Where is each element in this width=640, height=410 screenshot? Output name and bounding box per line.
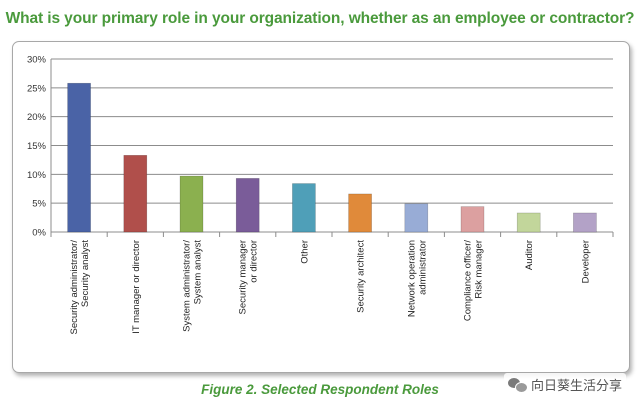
x-tick-label: Network operation administrator [406,240,428,317]
y-tick-label: 0% [32,228,46,239]
bar [179,175,204,233]
bar [292,183,316,233]
x-tick-label: System administrator/System analyst [182,240,204,332]
watermark: 向日葵生活分享 [503,373,626,396]
x-tick-label-line: System administrator/ [182,240,193,332]
x-tick-label-line: Compliance officer/ [463,240,474,322]
chart-title: What is your primary role in your organi… [5,10,635,27]
x-tick-label-line: System analyst [193,240,204,305]
x-tick-label-line: Security administrator/ [69,240,80,335]
x-tick-label-line: Security analyst [80,240,91,307]
chart-frame: 0% 5% 10% 15% 20% 25% 30% Security administrato… [12,41,630,373]
x-tick-label: IT manager or director [131,240,142,334]
x-tick-label: Security manager or director [238,240,260,314]
x-tick-label-line: Security manager [238,240,249,314]
x-tick-label-line: Other [299,240,310,264]
bar [235,178,260,233]
bar [67,82,91,233]
bar [404,203,429,233]
x-tick-label-line: Network operation [406,240,417,317]
x-tick-label: Developer [580,240,591,283]
bar-chart: 0% 5% 10% 15% 20% 25% 30% Security administrato… [27,55,614,335]
x-tick-label: Security architect [356,240,367,313]
bar [460,206,485,233]
wechat-icon [507,377,528,393]
y-tick-label: 20% [27,112,47,123]
bar [123,155,148,233]
x-tick-label-line: Developer [580,240,591,283]
watermark-text: 向日葵生活分享 [530,378,622,393]
bar [573,212,597,233]
x-tick-label: Security administrator/Security analyst [69,240,91,335]
bar [348,193,372,233]
x-tick-label-line: IT manager or director [131,240,142,334]
bar [516,212,541,233]
y-tick-label: 30% [27,55,47,66]
figure-caption: Figure 2. Selected Respondent Roles [201,382,439,397]
x-tick-label-line: administrator [417,240,428,295]
x-tick-label-line: Security architect [356,240,367,313]
y-tick-label: 10% [27,170,47,181]
x-tick-label-line: or director [249,240,260,283]
x-tick-label: Compliance officer/Risk manager [463,240,485,322]
y-tick-label: 15% [27,141,47,152]
x-tick-label: Auditor [524,240,535,270]
x-tick-label-line: Risk manager [474,240,485,299]
x-tick-label: Other [299,240,310,264]
y-tick-label: 25% [27,83,47,94]
y-tick-label: 5% [32,199,46,210]
x-tick-label-line: Auditor [524,240,535,270]
